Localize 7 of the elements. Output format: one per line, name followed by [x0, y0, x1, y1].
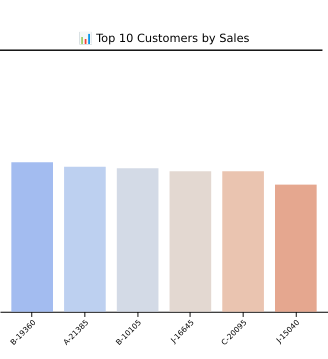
bar	[275, 184, 317, 312]
bar	[116, 168, 158, 312]
bar	[11, 162, 53, 312]
bar	[222, 171, 264, 312]
bar	[170, 171, 212, 312]
bar	[64, 166, 106, 312]
chart-title: 📊 Top 10 Customers by Sales	[78, 31, 250, 46]
